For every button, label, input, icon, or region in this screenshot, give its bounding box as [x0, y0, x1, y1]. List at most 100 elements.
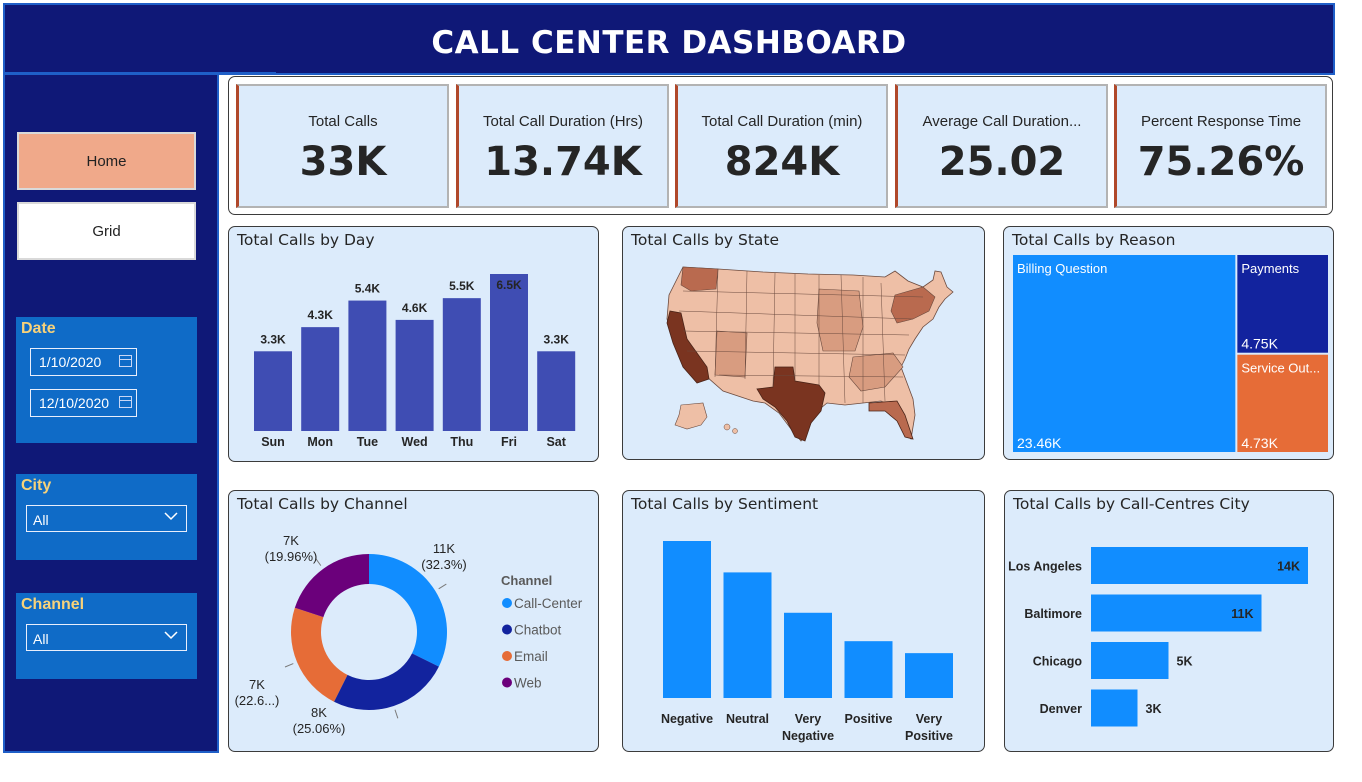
reason-tile-value: 23.46K [1017, 435, 1062, 451]
channel-filter: Channel All [16, 593, 197, 679]
reason-tile[interactable] [1013, 255, 1236, 452]
day-bar[interactable] [254, 351, 292, 431]
channel-slice[interactable] [369, 554, 447, 667]
map-alaska[interactable] [674, 402, 708, 430]
calls-by-sentiment-chart: Negative Neutral Very Negative Positive Very P… [661, 541, 953, 743]
city-bar[interactable] [1091, 642, 1169, 679]
start-date-input[interactable]: 1/10/2020 [30, 348, 137, 376]
channel-leader-line [438, 583, 447, 590]
day-tick-label: Wed [402, 435, 428, 449]
chevron-down-icon [164, 631, 178, 640]
header-accent-line [3, 72, 276, 75]
day-data-label: 5.5K [449, 279, 475, 293]
home-button[interactable]: Home [17, 132, 196, 190]
map-florida[interactable] [868, 400, 914, 440]
sentiment-tick-label: Very [795, 712, 821, 726]
day-tick-label: Sun [261, 435, 285, 449]
end-date-input[interactable]: 12/10/2020 [30, 389, 137, 417]
reason-tile[interactable] [1237, 255, 1328, 353]
grid-button[interactable]: Grid [17, 202, 196, 260]
sentiment-bar[interactable] [723, 572, 772, 698]
sidebar: Home Grid Date 1/10/2020 12/10/2020 City… [3, 75, 219, 753]
day-bar[interactable] [348, 300, 387, 431]
kpi-label: Total Call Duration (Hrs) [482, 113, 644, 130]
channel-dropdown[interactable]: All [26, 624, 187, 651]
city-bar[interactable] [1091, 547, 1308, 584]
reason-tile-value: 4.73K [1241, 435, 1278, 451]
channel-legend-label[interactable]: Call-Center [514, 596, 583, 611]
panel-title: Total Calls by Day [237, 231, 375, 249]
map-california[interactable] [666, 310, 710, 384]
reason-tile[interactable] [1237, 354, 1328, 452]
calls-by-state-panel: Total Calls by State [622, 226, 985, 460]
calendar-icon[interactable] [119, 355, 132, 367]
channel-legend-label[interactable]: Web [514, 676, 542, 691]
kpi-card-duration-hrs[interactable]: Total Call Duration (Hrs) 13.74K [456, 84, 669, 208]
kpi-card-duration-min[interactable]: Total Call Duration (min) 824K [675, 84, 888, 208]
map-hawaii-island[interactable] [732, 428, 738, 434]
day-data-label: 3.3K [260, 332, 286, 346]
day-data-label: 4.6K [402, 301, 428, 315]
panel-title: Total Calls by Reason [1012, 231, 1176, 249]
channel-legend-label[interactable]: Email [514, 649, 548, 664]
kpi-card-response-time[interactable]: Percent Response Time 75.26% [1114, 84, 1327, 208]
date-filter: Date 1/10/2020 12/10/2020 [16, 317, 197, 443]
channel-pct-label: (25.06%) [293, 721, 346, 736]
kpi-strip: Total Calls 33K Total Call Duration (Hrs… [228, 76, 1333, 215]
day-tick-label: Sat [546, 435, 566, 449]
chevron-down-icon [164, 512, 178, 521]
sentiment-bar[interactable] [844, 641, 893, 698]
kpi-card-total-calls[interactable]: Total Calls 33K [236, 84, 449, 208]
day-bar[interactable] [301, 327, 340, 431]
calls-by-sentiment-panel: Total Calls by Sentiment Negative Neutral… [622, 490, 985, 752]
kpi-card-average-duration[interactable]: Average Call Duration... 25.02 [895, 84, 1108, 208]
day-data-label: 6.5K [496, 278, 522, 292]
sentiment-tick-label: Positive [845, 712, 893, 726]
end-date-value: 12/10/2020 [39, 395, 110, 411]
day-tick-label: Fri [501, 435, 517, 449]
city-bar[interactable] [1091, 594, 1262, 632]
day-bar[interactable] [442, 298, 481, 431]
day-bar[interactable] [395, 319, 434, 431]
map-midwest[interactable] [816, 288, 864, 352]
map-northeast[interactable] [890, 286, 936, 324]
sentiment-tick-label: Negative [782, 729, 834, 743]
calls-by-reason-treemap: Billing Question 23.46K Payments 4.75K Servi… [1013, 255, 1328, 452]
map-hawaii[interactable] [723, 423, 731, 431]
map-texas[interactable] [756, 366, 826, 442]
city-dropdown[interactable]: All [26, 505, 187, 532]
header-banner: CALL CENTER DASHBOARD [3, 3, 1335, 75]
channel-slice[interactable] [334, 653, 439, 710]
channel-slice[interactable] [291, 607, 348, 702]
channel-slice[interactable] [294, 554, 369, 618]
day-bar[interactable] [537, 351, 576, 431]
start-date-value: 1/10/2020 [39, 354, 102, 370]
city-tick-label: Baltimore [1024, 607, 1082, 621]
city-data-label: 11K [1231, 607, 1253, 621]
us-map[interactable] [623, 227, 984, 459]
sentiment-bar[interactable] [905, 653, 953, 698]
kpi-label: Percent Response Time [1140, 113, 1302, 130]
city-bar[interactable] [1091, 689, 1138, 727]
map-southeast[interactable] [848, 352, 904, 392]
calls-by-day-panel: Total Calls by Day 3.3K Sun 4.3K Mon 5.4K Tue… [228, 226, 599, 462]
map-four-corners[interactable] [714, 330, 748, 378]
channel-legend-label[interactable]: Chatbot [514, 623, 562, 638]
day-bar[interactable] [490, 274, 528, 431]
sentiment-bar[interactable] [663, 541, 711, 698]
day-data-label: 3.3K [544, 332, 570, 346]
map-northwest[interactable] [680, 266, 719, 292]
calls-by-day-chart: 3.3K Sun 4.3K Mon 5.4K Tue 4.6K Wed 5.5K Thu 6.5K F… [254, 274, 576, 449]
day-tick-label: Thu [450, 435, 473, 449]
channel-leader-line [394, 709, 399, 719]
sentiment-bar[interactable] [784, 612, 832, 698]
reason-tile-name: Billing Question [1017, 261, 1107, 276]
dashboard-title: CALL CENTER DASHBOARD [431, 25, 907, 61]
date-filter-title: Date [21, 320, 56, 337]
day-tick-label: Mon [307, 435, 333, 449]
calendar-icon[interactable] [119, 396, 132, 408]
reason-tile-name: Payments [1241, 261, 1299, 276]
channel-dropdown-value: All [33, 631, 49, 647]
channel-pct-label: (19.96%) [265, 549, 318, 564]
